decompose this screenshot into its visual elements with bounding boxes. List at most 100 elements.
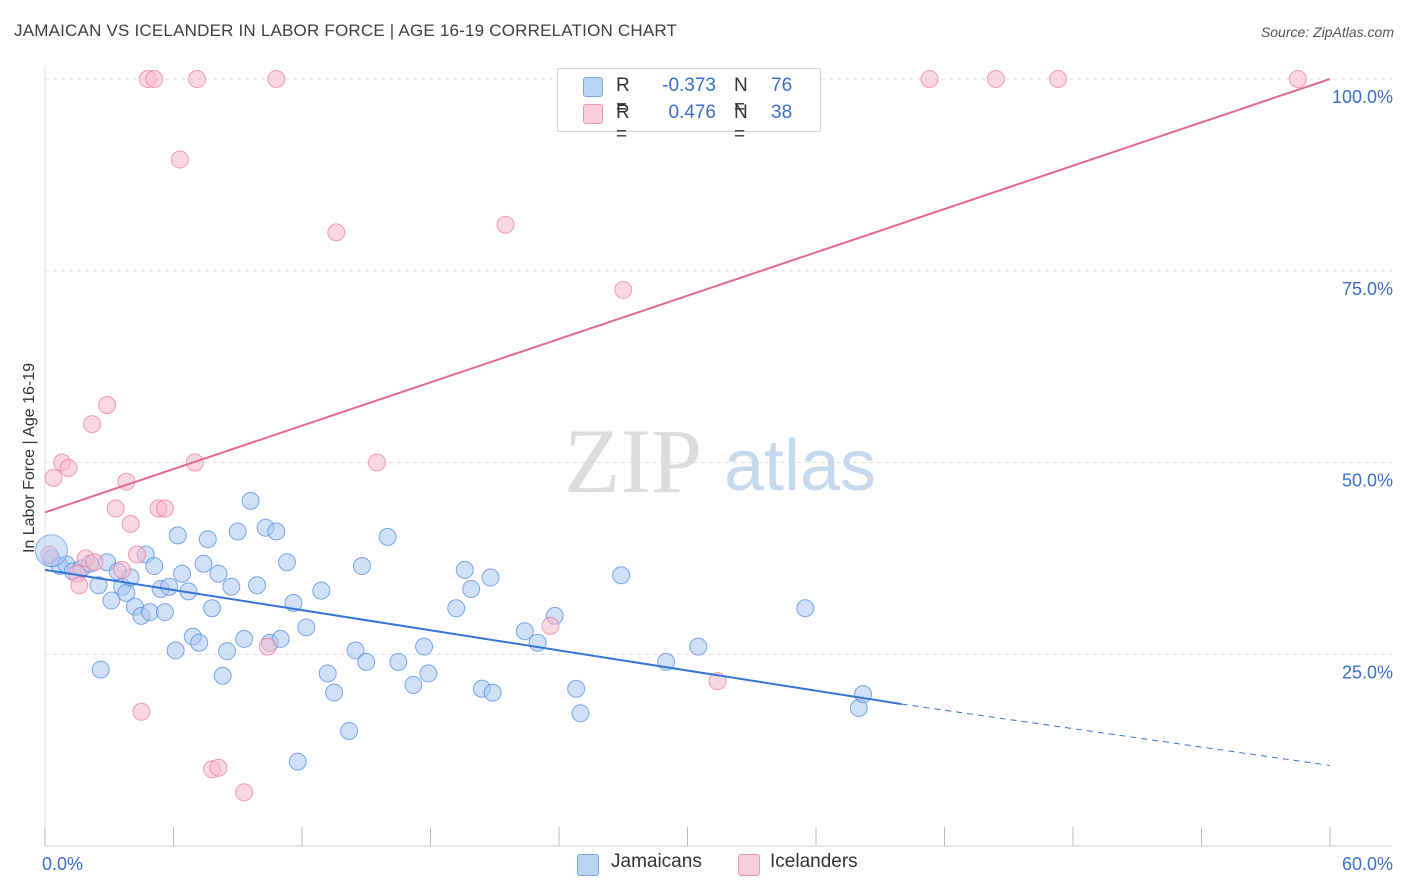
jamaican-point <box>462 580 481 599</box>
jamaican-point <box>213 666 232 685</box>
bottom-legend-swatch-jamaicans <box>577 854 599 876</box>
icelander-point <box>155 499 174 518</box>
jamaican-point <box>340 721 359 740</box>
jamaican-point <box>854 685 873 704</box>
jamaican-point <box>166 641 185 660</box>
legend-r-label: R = <box>616 75 630 118</box>
icelander-point <box>132 702 151 721</box>
jamaican-point <box>447 599 466 618</box>
jamaican-point <box>173 564 192 583</box>
jamaican-point <box>796 599 815 618</box>
jamaican-point <box>689 637 708 656</box>
icelander-point <box>235 783 254 802</box>
chart-source: Source: ZipAtlas.com <box>1260 24 1394 40</box>
jamaican-point <box>91 660 110 679</box>
grid-lines <box>45 78 1392 655</box>
jamaican-point <box>404 675 423 694</box>
icelander-point <box>70 576 89 595</box>
jamaican-point <box>241 491 260 510</box>
bottom-legend-label-jamaicans: Jamaicans <box>611 851 702 872</box>
icelander-point <box>1288 70 1307 88</box>
chart-title: JAMAICAN VS ICELANDER IN LABOR FORCE | A… <box>14 21 678 40</box>
jamaican-point <box>140 603 159 622</box>
data-points <box>34 70 1307 802</box>
axes <box>44 66 1392 847</box>
jamaican-point <box>455 560 474 579</box>
jamaican-point <box>571 704 590 723</box>
icelander-point <box>258 637 277 656</box>
y-tick-label: 75.0% <box>1342 279 1393 299</box>
icelander-point <box>327 223 346 242</box>
legend-n-value: 76 <box>771 75 793 96</box>
icelander-point <box>188 70 207 88</box>
jamaican-point <box>325 683 344 702</box>
icelander-point <box>98 395 117 414</box>
jamaican-trend-extension <box>901 703 1331 766</box>
jamaican-point <box>346 641 365 660</box>
legend-swatch-icelanders <box>583 104 603 124</box>
jamaican-point <box>267 522 286 541</box>
jamaican-point <box>198 530 217 549</box>
legend-r-value: -0.373 <box>662 75 716 96</box>
icelander-point <box>614 280 633 299</box>
jamaican-point <box>155 603 174 622</box>
icelander-point <box>267 70 286 88</box>
watermark-zip: ZIP <box>564 410 702 512</box>
icelander-point <box>986 70 1005 88</box>
y-tick-label: 25.0% <box>1342 662 1393 682</box>
jamaican-point <box>160 577 179 596</box>
legend-r-value: 0.476 <box>668 102 716 123</box>
jamaican-point <box>248 576 267 595</box>
icelander-point <box>83 415 102 434</box>
legend-swatch-jamaicans <box>583 77 603 97</box>
jamaican-point <box>378 527 397 546</box>
jamaican-point <box>419 664 438 683</box>
bottom-legend-swatch-icelanders <box>738 854 760 876</box>
jamaican-point <box>612 566 631 585</box>
correlation-legend: R = -0.373 N = 76 R = 0.476 N = 38 <box>557 68 821 145</box>
icelander-point <box>170 150 189 169</box>
icelander-trend-line <box>44 78 1331 514</box>
jamaican-point <box>318 664 337 683</box>
jamaican-point <box>357 652 376 671</box>
x-tick-label: 60.0% <box>1342 854 1393 874</box>
jamaican-point <box>34 534 68 568</box>
legend-n-value: 38 <box>771 102 793 123</box>
y-tick-label: 50.0% <box>1342 471 1393 491</box>
jamaican-point <box>194 554 213 573</box>
icelander-point <box>541 616 560 635</box>
jamaican-point <box>515 622 534 641</box>
y-tick-label: 100.0% <box>1332 87 1393 107</box>
jamaican-point <box>222 577 241 596</box>
legend-n-label: N = <box>734 102 748 145</box>
jamaican-point <box>297 618 316 637</box>
jamaican-point <box>278 553 297 572</box>
watermark: ZIP atlas <box>564 410 876 512</box>
icelander-point <box>209 758 228 777</box>
icelander-point <box>128 545 147 564</box>
y-axis-label: In Labor Force | Age 16-19 <box>21 362 38 554</box>
watermark-atlas: atlas <box>724 426 876 506</box>
x-tick-label: 0.0% <box>42 854 83 874</box>
icelander-point <box>106 499 125 518</box>
icelander-point <box>1049 70 1068 88</box>
icelander-point <box>44 468 63 487</box>
jamaican-point <box>284 593 303 612</box>
jamaican-point <box>190 633 209 652</box>
jamaican-point <box>483 683 502 702</box>
jamaican-trend-line <box>44 568 902 706</box>
jamaican-point <box>288 752 307 771</box>
icelander-point <box>145 70 164 88</box>
jamaican-point <box>235 629 254 648</box>
jamaican-point <box>481 568 500 587</box>
icelander-point <box>121 514 140 533</box>
jamaican-point <box>89 576 108 595</box>
icelander-point <box>920 70 939 88</box>
jamaican-point <box>389 652 408 671</box>
jamaican-point <box>145 557 164 576</box>
jamaican-point <box>312 581 331 600</box>
legend-n-label: N = <box>734 75 748 118</box>
trend-lines <box>44 78 1331 766</box>
jamaican-point <box>203 599 222 618</box>
